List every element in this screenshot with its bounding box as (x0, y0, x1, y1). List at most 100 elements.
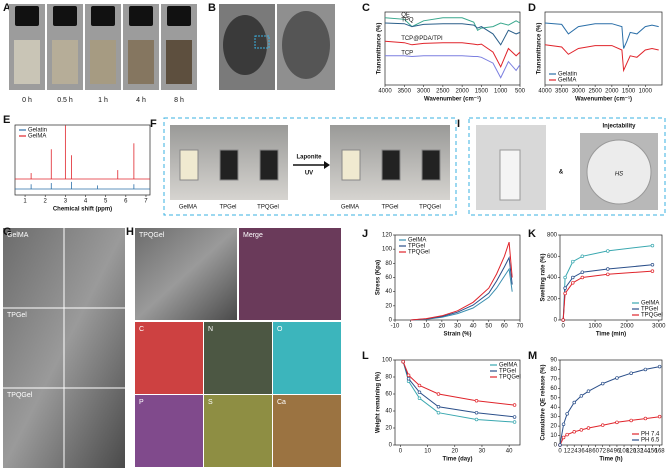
plot-frame (544, 11, 663, 86)
y-tick-label: 600 (547, 254, 558, 260)
series-line (544, 44, 659, 73)
y-tick-label: 70 (550, 376, 557, 382)
marker (600, 423, 605, 427)
marker (474, 399, 479, 403)
x-tick-label: 1000 (639, 89, 653, 95)
x-tick-label: 0 (562, 324, 566, 330)
y-tick-label: 0 (389, 318, 393, 324)
series-line (410, 241, 513, 321)
marker (657, 414, 662, 419)
x-axis-label: Wavenumber (cm⁻¹) (575, 96, 632, 103)
sample-label: TPGel (381, 205, 398, 211)
image-label: Merge (243, 232, 263, 239)
vial (341, 149, 361, 181)
y-tick-label: 80 (385, 261, 392, 267)
marker (570, 259, 575, 264)
marker (606, 272, 610, 277)
plot-frame (394, 359, 521, 446)
panel-title: Injectability (602, 124, 636, 130)
x-tick-label: 50 (485, 324, 492, 330)
marker (558, 443, 562, 447)
sample-label: GelMA (341, 205, 359, 211)
x-tick-label: 3 (64, 199, 68, 205)
x-tick-label: 144 (640, 449, 651, 455)
plot-frame (559, 359, 663, 446)
x-tick-label: 500 (515, 89, 526, 95)
marker (580, 254, 585, 259)
marker (579, 394, 584, 398)
x-tick-label: 30 (454, 324, 461, 330)
x-tick-label: 36 (578, 449, 585, 455)
x-tick-label: 20 (451, 449, 458, 455)
x-tick-label: 48 (585, 449, 592, 455)
zoom-box (254, 35, 270, 49)
vial (421, 149, 441, 181)
element-label: N (208, 326, 213, 333)
sem-image (135, 228, 237, 320)
x-axis-label: Time (day) (443, 457, 473, 463)
x-axis-label: Chemical shift (ppm) (53, 207, 112, 213)
vial-liquid (166, 40, 192, 84)
panel-letter: D (528, 2, 536, 14)
marker (615, 376, 619, 380)
sample-label: TPQGel (257, 205, 279, 211)
x-axis-label: Time (h) (599, 457, 622, 463)
y-axis-label: Stress (Kpa) (376, 260, 382, 295)
legend-label: GelMA (408, 238, 426, 244)
legend-label: PH 6.5 (641, 438, 660, 444)
x-tick-label: 120 (626, 449, 637, 455)
vial-liquid (52, 40, 78, 84)
x-tick-label: 1500 (622, 89, 636, 95)
x-tick-label: 3000 (652, 324, 666, 330)
time-label: 0.5 h (57, 97, 73, 104)
x-tick-label: 40 (470, 324, 477, 330)
x-tick-label: 4 (84, 199, 88, 205)
series-label: TCP@PDA/TPI (401, 36, 443, 42)
y-tick-label: 10 (550, 433, 557, 439)
marker (606, 267, 610, 271)
legend-label: TPGel (499, 369, 516, 375)
x-tick-label: 70 (517, 324, 524, 330)
x-axis-label: Time (min) (596, 332, 626, 338)
x-tick-label: 2 (44, 199, 48, 205)
x-tick-label: 0 (558, 449, 562, 455)
x-tick-label: 2000 (455, 89, 469, 95)
legend-label: GelMA (558, 78, 576, 84)
x-tick-label: 3000 (572, 89, 586, 95)
marker (650, 263, 655, 267)
y-tick-label: 50 (550, 395, 557, 401)
x-axis-label: Wavenumber (cm⁻¹) (424, 96, 481, 103)
plot-frame (14, 124, 151, 196)
vial-cap (53, 6, 77, 26)
y-tick-label: 60 (385, 392, 392, 398)
y-tick-label: 0 (389, 443, 393, 449)
x-tick-label: 1 (23, 199, 27, 205)
x-tick-label: 2500 (588, 89, 602, 95)
marker (586, 426, 591, 430)
vial (179, 149, 199, 181)
arrow-label: UV (305, 171, 313, 177)
particle (282, 11, 330, 79)
panel-frame (468, 117, 666, 216)
marker (436, 405, 441, 409)
merge-image (239, 228, 341, 320)
series-line (562, 270, 653, 321)
element-label: S (208, 399, 213, 406)
series-line (385, 55, 521, 79)
y-tick-label: 0 (554, 318, 558, 324)
x-tick-label: 108 (619, 449, 630, 455)
time-label: 1 h (98, 97, 108, 104)
marker (586, 389, 591, 393)
panel-letter: L (362, 350, 369, 362)
y-tick-label: 20 (550, 424, 557, 430)
element-map (273, 322, 341, 394)
marker (406, 373, 411, 378)
panel-letter: G (3, 226, 12, 238)
marker (600, 381, 605, 386)
x-tick-label: 30 (479, 449, 486, 455)
x-tick-label: 3000 (417, 89, 431, 95)
arrow-head (324, 161, 330, 169)
y-tick-label: 20 (385, 303, 392, 309)
vial (259, 149, 279, 181)
marker (629, 371, 633, 375)
